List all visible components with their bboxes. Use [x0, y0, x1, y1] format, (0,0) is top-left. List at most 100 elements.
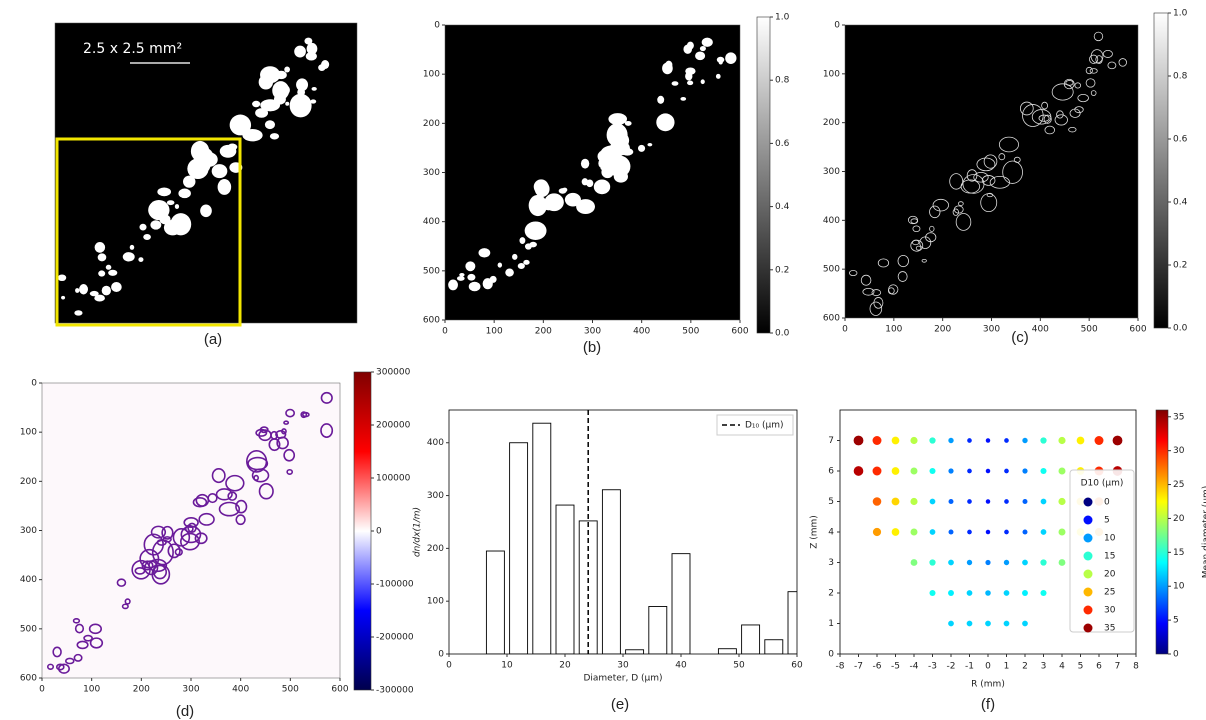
particle — [269, 133, 280, 140]
scale-text: 2.5 x 2.5 mm² — [83, 41, 182, 57]
particles — [448, 37, 737, 292]
point — [891, 467, 900, 475]
particle — [215, 488, 233, 501]
x-tick-label: 60 — [791, 661, 803, 671]
particle — [599, 149, 621, 171]
legend-title: D10 (μm) — [1081, 479, 1124, 489]
point — [1022, 559, 1028, 566]
x-tick-label: 6 — [1096, 662, 1102, 672]
panel-label: (f) — [981, 696, 995, 713]
bar — [485, 550, 505, 654]
particle — [860, 274, 872, 286]
particle — [897, 254, 909, 268]
x-tick-label: 7 — [1115, 662, 1121, 672]
particle — [255, 108, 269, 118]
particle — [166, 200, 175, 206]
particle — [976, 157, 996, 172]
particle — [79, 284, 89, 295]
particle — [276, 436, 289, 450]
y-tick-label: 0 — [434, 21, 440, 31]
y-tick-label: 0 — [828, 650, 834, 660]
point — [891, 497, 900, 506]
y-tick-label: 5 — [828, 497, 834, 507]
colorbar-tick-label: 25 — [1173, 480, 1184, 490]
bar — [741, 624, 761, 654]
particle — [304, 37, 313, 45]
x-tick-label: 20 — [559, 661, 571, 671]
point — [1112, 435, 1123, 446]
particles — [46, 391, 334, 674]
particle — [61, 295, 66, 300]
legend-label: 20 — [1104, 570, 1116, 580]
particle — [139, 223, 147, 231]
point — [948, 498, 954, 505]
point — [1004, 438, 1009, 443]
colorbar-label: Mean diameter (μm) — [1202, 486, 1206, 579]
particle — [178, 191, 184, 197]
particle — [624, 120, 632, 126]
particle — [1089, 68, 1098, 74]
image-frame — [444, 24, 741, 321]
x-tick-label: 3 — [1041, 662, 1047, 672]
particle — [1044, 125, 1056, 135]
particle — [1090, 90, 1097, 96]
y-tick-label: 100 — [423, 70, 440, 80]
particle — [566, 194, 575, 201]
x-tick-label: 0 — [446, 661, 452, 671]
point — [1058, 528, 1066, 536]
particle — [64, 657, 75, 665]
point — [966, 559, 973, 566]
particle — [296, 78, 309, 92]
particle — [280, 85, 290, 96]
x-tick-label: 600 — [331, 685, 348, 695]
particle — [284, 66, 290, 73]
particle — [467, 273, 476, 281]
colorbar-tick-label: 35 — [1173, 412, 1184, 422]
point — [967, 499, 972, 504]
x-tick-label: 0 — [442, 327, 448, 337]
particle — [848, 269, 858, 277]
particle — [608, 113, 628, 126]
y-tick-label: 100 — [823, 69, 840, 79]
particle — [305, 51, 317, 61]
particle — [320, 391, 333, 404]
particle — [862, 287, 875, 296]
particle — [162, 536, 172, 543]
particle — [194, 532, 208, 545]
x-tick-label: 600 — [731, 327, 748, 337]
y-tick-label: 500 — [20, 624, 37, 634]
particle — [129, 244, 135, 250]
particle — [932, 198, 949, 212]
particle — [558, 188, 567, 194]
particle — [187, 158, 209, 179]
point — [948, 529, 954, 535]
x-tick-label: 200 — [535, 327, 552, 337]
point — [985, 468, 991, 474]
x-tick-label: 400 — [1032, 325, 1049, 335]
particle — [897, 271, 908, 282]
particle — [57, 274, 67, 282]
particle — [247, 456, 269, 471]
particle — [1054, 114, 1068, 126]
point — [985, 590, 991, 596]
point — [1040, 467, 1047, 475]
particle — [225, 474, 245, 492]
particle — [1077, 93, 1089, 103]
y-tick-label: 1 — [828, 619, 834, 629]
particle — [921, 258, 927, 263]
particle — [925, 232, 937, 243]
particle — [695, 51, 706, 61]
colorbar-tick-label: 0.6 — [1173, 135, 1188, 145]
point — [985, 499, 991, 504]
point — [1022, 620, 1028, 627]
point — [929, 467, 936, 475]
point — [1003, 590, 1010, 596]
legend-label: 10 — [1104, 534, 1116, 544]
legend-marker — [1083, 587, 1093, 597]
particle — [468, 281, 481, 292]
particle — [260, 99, 281, 112]
legend-label: 5 — [1104, 516, 1110, 526]
particle — [512, 253, 518, 260]
particle — [580, 158, 590, 169]
bar — [625, 649, 645, 654]
